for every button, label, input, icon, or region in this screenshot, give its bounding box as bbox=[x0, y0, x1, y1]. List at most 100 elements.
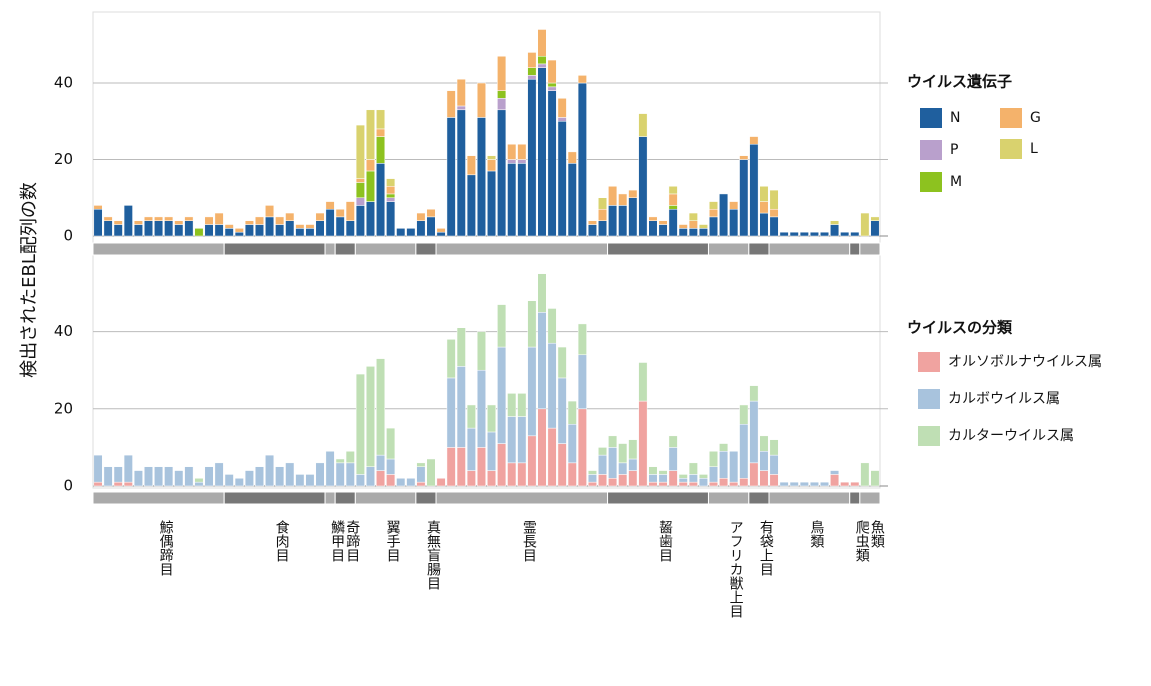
bar-segment bbox=[740, 160, 748, 236]
bar-segment bbox=[386, 459, 394, 474]
bar-segment bbox=[780, 482, 788, 486]
bar-segment bbox=[840, 232, 848, 236]
bar-segment bbox=[790, 232, 798, 236]
bar-segment bbox=[366, 160, 374, 171]
bar-segment bbox=[376, 129, 384, 137]
y-tick-label: 0 bbox=[63, 477, 73, 495]
bar-segment bbox=[316, 463, 324, 486]
bar-segment bbox=[709, 482, 717, 486]
bar-segment bbox=[750, 144, 758, 236]
bar-segment bbox=[750, 137, 758, 145]
bar-segment bbox=[205, 467, 213, 486]
bar-segment bbox=[578, 324, 586, 355]
group-strip bbox=[224, 492, 325, 504]
bar-segment bbox=[760, 186, 768, 201]
bar-segment bbox=[528, 68, 536, 76]
bar-segment bbox=[407, 478, 415, 486]
bar-segment bbox=[548, 428, 556, 486]
bar-segment bbox=[830, 225, 838, 236]
bar-segment bbox=[164, 221, 172, 236]
bar-segment bbox=[356, 374, 364, 474]
bar-segment bbox=[558, 347, 566, 378]
bar-segment bbox=[871, 221, 879, 236]
bar-segment bbox=[386, 179, 394, 187]
bar-segment bbox=[608, 436, 616, 448]
bar-segment bbox=[417, 213, 425, 221]
bar-segment bbox=[629, 459, 637, 471]
bar-segment bbox=[507, 463, 515, 486]
bar-segment bbox=[356, 205, 364, 236]
bar-segment bbox=[729, 202, 737, 210]
bar-segment bbox=[598, 447, 606, 455]
bar-segment bbox=[265, 455, 273, 486]
group-strip bbox=[860, 243, 880, 255]
legend-label: カルボウイルス属 bbox=[948, 391, 1060, 407]
group-strip bbox=[708, 243, 748, 255]
bar-segment bbox=[497, 56, 505, 90]
group-strip bbox=[355, 492, 416, 504]
figure: 検出されたEBL配列の数 02040ウイルス遺伝子NPMGL02040ウイルスの… bbox=[0, 0, 1151, 686]
bar-segment bbox=[507, 393, 515, 416]
bar-segment bbox=[871, 471, 879, 486]
bar-segment bbox=[134, 221, 142, 225]
bar-segment bbox=[144, 221, 152, 236]
bar-segment bbox=[649, 482, 657, 486]
bar-segment bbox=[861, 213, 869, 236]
bar-segment bbox=[558, 378, 566, 444]
bar-segment bbox=[699, 474, 707, 478]
bar-segment bbox=[275, 225, 283, 236]
bar-segment bbox=[719, 451, 727, 478]
bar-segment bbox=[275, 217, 283, 225]
bar-segment bbox=[336, 463, 344, 486]
bar-segment bbox=[669, 205, 677, 209]
bar-segment bbox=[820, 232, 828, 236]
bar-segment bbox=[497, 91, 505, 99]
bar-segment bbox=[487, 471, 495, 486]
bar-segment bbox=[477, 447, 485, 486]
bar-segment bbox=[709, 451, 717, 466]
bar-segment bbox=[649, 467, 657, 475]
bar-segment bbox=[608, 478, 616, 486]
bar-segment bbox=[578, 409, 586, 486]
group-label: 奇蹄目 bbox=[344, 519, 360, 562]
bar-segment bbox=[94, 209, 102, 236]
bar-segment bbox=[215, 463, 223, 486]
bar-segment bbox=[528, 75, 536, 79]
bar-segment bbox=[144, 467, 152, 486]
group-strip bbox=[850, 243, 860, 255]
bar-segment bbox=[467, 156, 475, 175]
group-strip bbox=[608, 492, 709, 504]
bar-segment bbox=[618, 444, 626, 463]
bar-segment bbox=[659, 225, 667, 236]
bar-segment bbox=[104, 467, 112, 486]
bar-segment bbox=[618, 205, 626, 236]
bar-segment bbox=[427, 459, 435, 486]
bar-segment bbox=[548, 91, 556, 236]
bar-segment bbox=[729, 482, 737, 486]
bar-segment bbox=[538, 68, 546, 236]
bar-segment bbox=[679, 482, 687, 486]
bar-segment bbox=[215, 213, 223, 224]
legend-swatch bbox=[918, 426, 940, 446]
group-strip bbox=[93, 243, 224, 255]
bar-segment bbox=[719, 444, 727, 452]
bar-segment bbox=[164, 467, 172, 486]
bar-segment bbox=[346, 202, 354, 221]
bar-segment bbox=[326, 202, 334, 210]
bar-segment bbox=[830, 474, 838, 486]
bar-segment bbox=[518, 163, 526, 236]
bar-segment bbox=[790, 482, 798, 486]
bar-segment bbox=[618, 463, 626, 475]
bar-segment bbox=[457, 106, 465, 110]
bar-segment bbox=[518, 160, 526, 164]
bar-segment bbox=[558, 117, 566, 121]
bar-segment bbox=[830, 471, 838, 475]
bar-segment bbox=[729, 451, 737, 482]
bar-segment bbox=[618, 194, 626, 205]
bar-segment bbox=[195, 482, 203, 486]
bar-segment bbox=[800, 232, 808, 236]
bar-segment bbox=[588, 474, 596, 482]
group-label: 鳥類 bbox=[808, 520, 824, 548]
bar-segment bbox=[386, 198, 394, 202]
bar-segment bbox=[659, 482, 667, 486]
